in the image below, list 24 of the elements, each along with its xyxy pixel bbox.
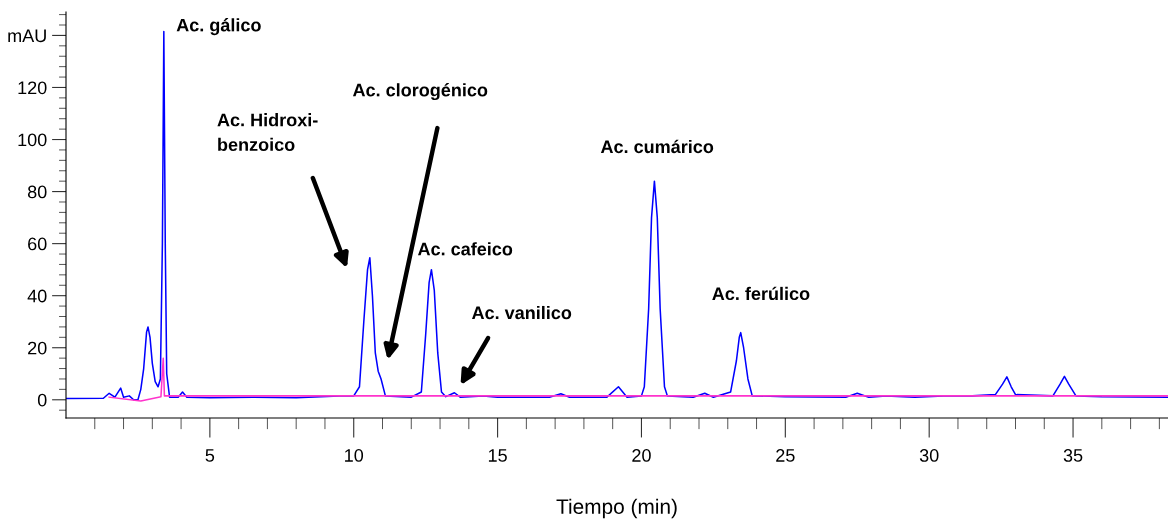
x-tick-label: 10: [345, 449, 364, 462]
y-tick-label: 0: [37, 393, 47, 407]
annotation: Ac. cafeico: [417, 242, 513, 256]
y-tick-label: 20: [28, 341, 47, 355]
x-axis-title: Tiempo (min): [556, 498, 677, 519]
x-tick-label: 35: [1063, 449, 1083, 462]
annotation: Ac. vanilico: [471, 305, 572, 320]
x-tick-label: 15: [488, 449, 507, 462]
annotation: Ac. gálico: [176, 18, 261, 36]
annotation: Ac. ferúlico: [712, 286, 810, 301]
x-tick-label: 25: [776, 449, 795, 462]
annotation: Ac. Hidroxi- benzoico: [217, 113, 318, 152]
y-tick-label: 80: [27, 185, 47, 199]
x-tick-label: 5: [205, 449, 215, 462]
x-tick-label: 20: [632, 449, 651, 462]
y-tick-label: 40: [27, 289, 47, 303]
annotation: Ac. cumárico: [600, 139, 714, 154]
y-tick-label: mAU: [8, 29, 46, 43]
y-tick-label: 60: [28, 237, 47, 251]
line-series: [108, 357, 1168, 402]
x-tick-label: 30: [919, 449, 939, 462]
y-tick-label: 100: [18, 133, 47, 147]
y-tick-label: 120: [18, 81, 47, 95]
annotation: Ac. clorogénico: [352, 83, 488, 101]
